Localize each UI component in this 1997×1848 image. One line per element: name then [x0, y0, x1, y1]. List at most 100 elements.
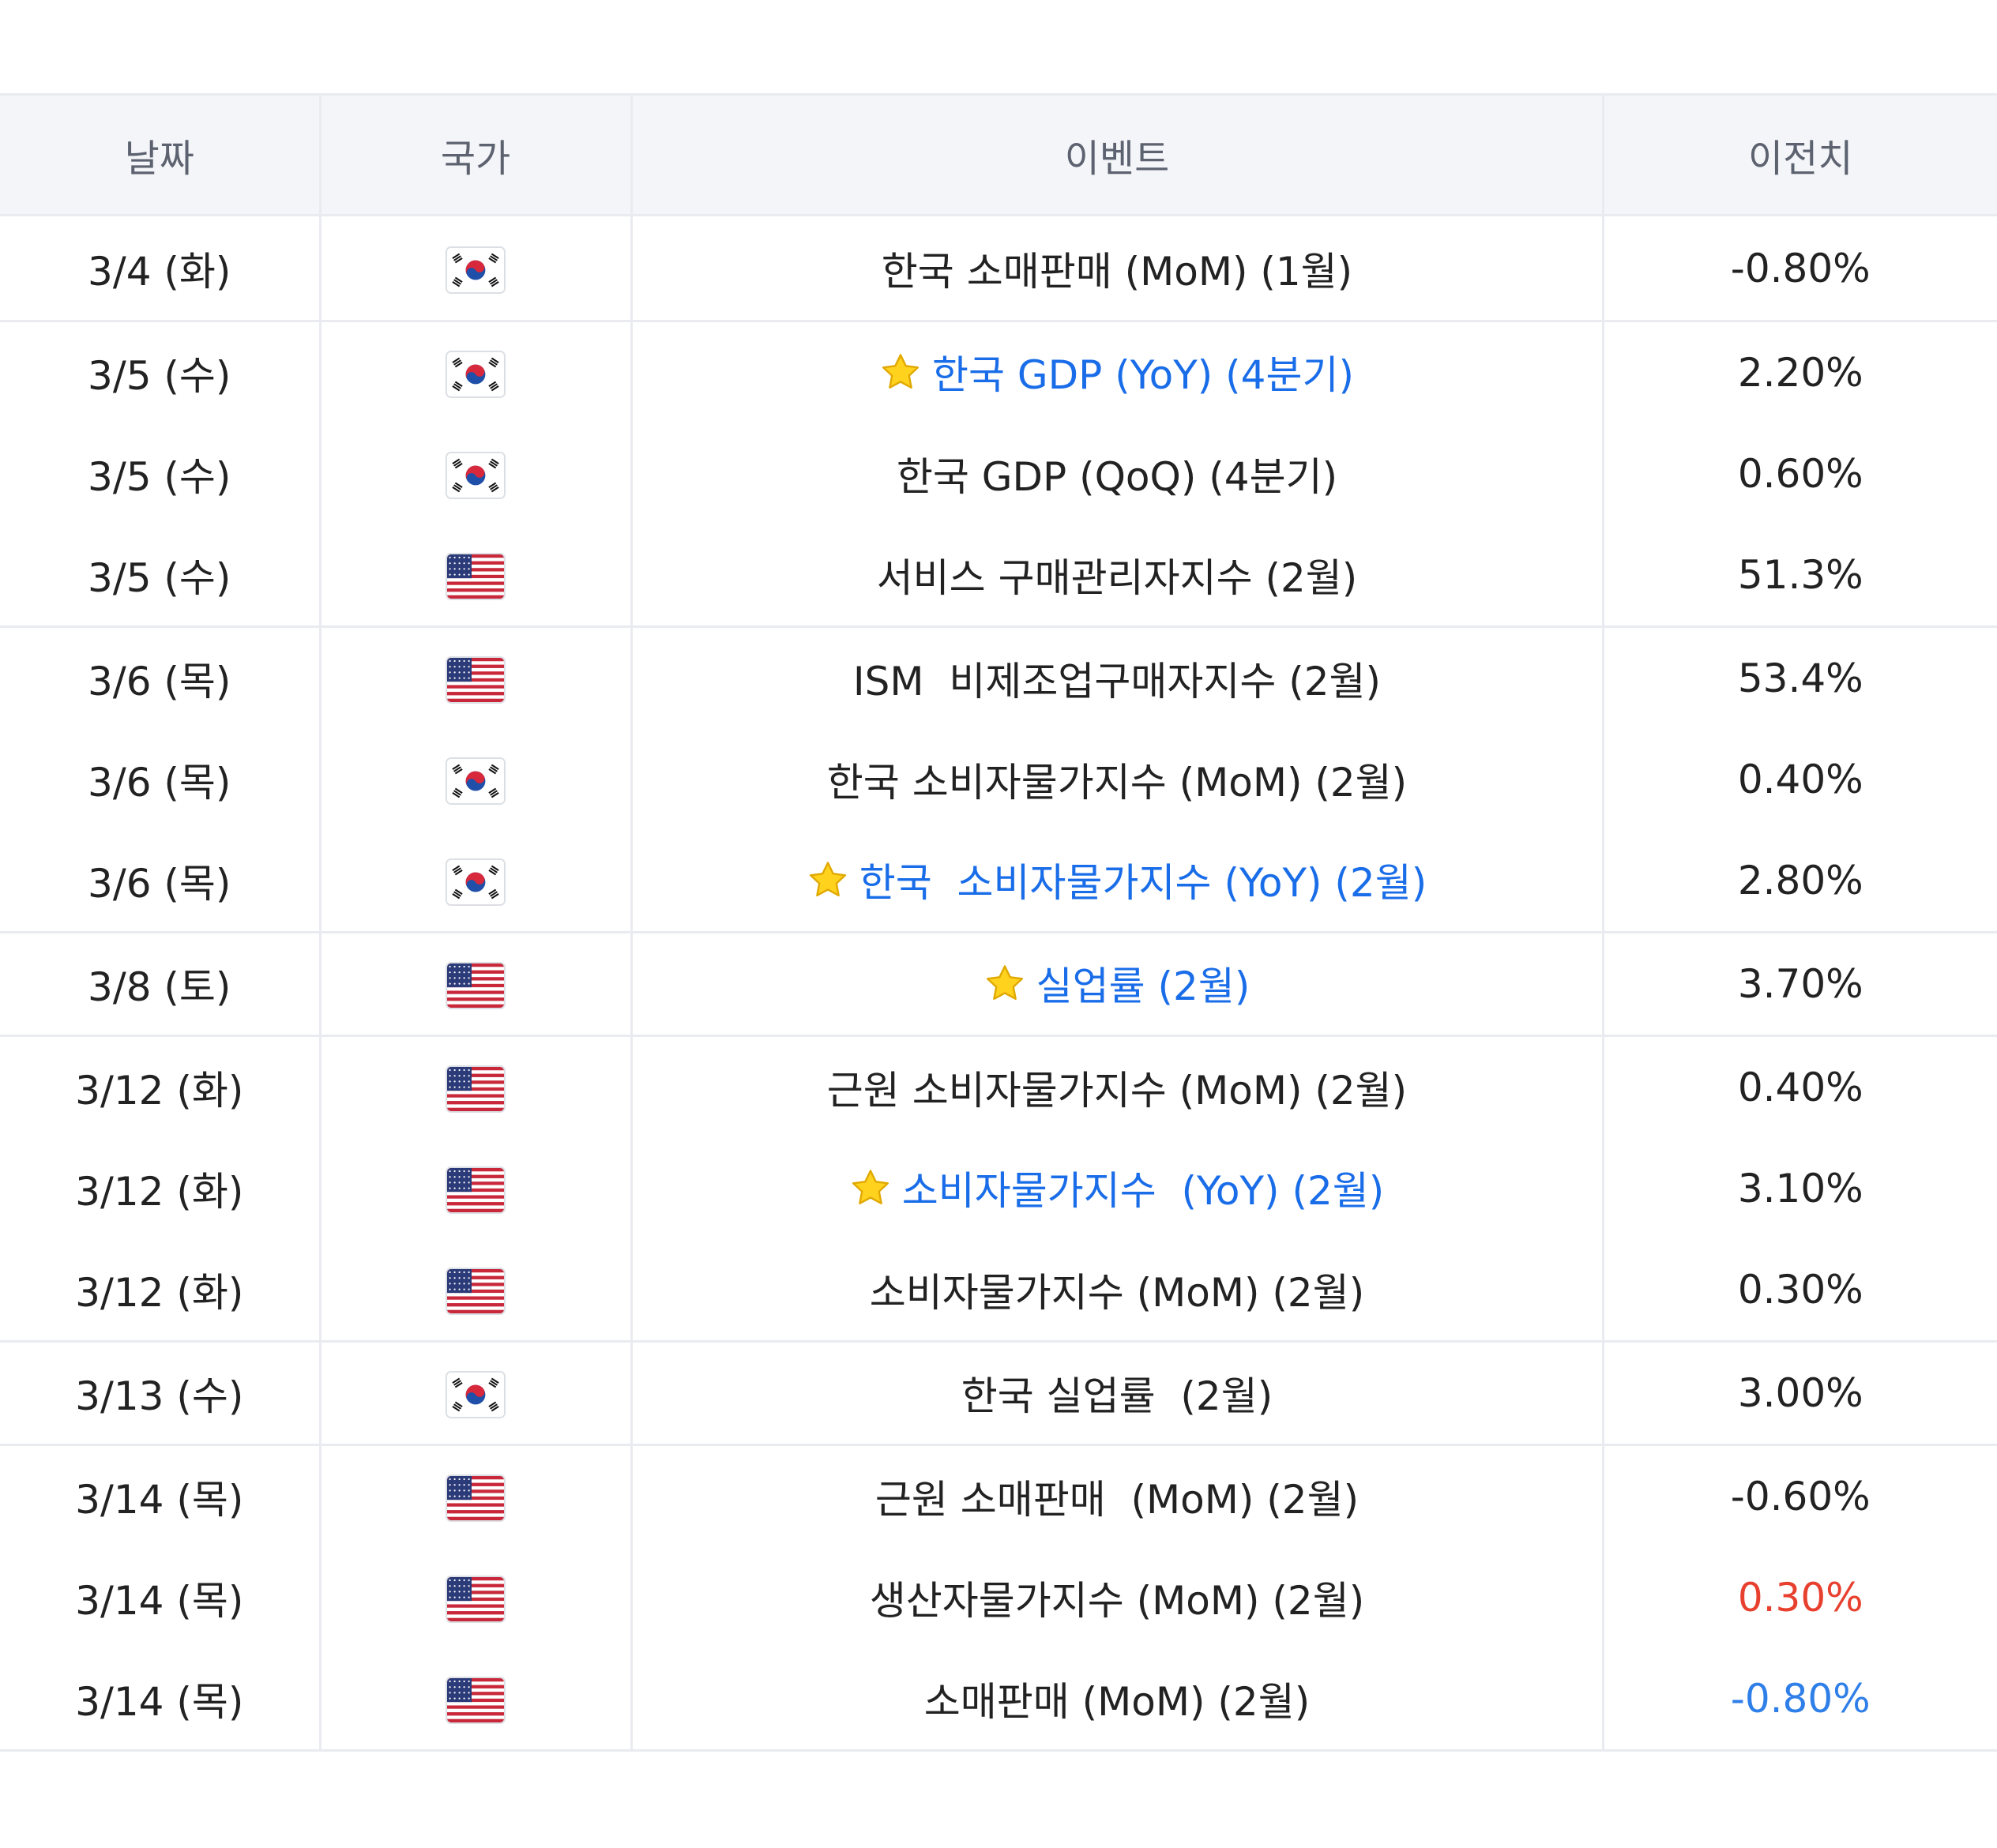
table-row: 3/14 (목) 근원 소매판매 (MoM) (2월) -0.60% — [0, 1444, 1997, 1547]
country-cell — [318, 1035, 631, 1138]
event-link[interactable]: 소비자물가지수 (YoY) (2월) — [901, 1167, 1385, 1214]
date-cell: 3/8 (토) — [0, 932, 320, 1037]
previous-value-cell: 0.60% — [1601, 423, 1997, 524]
table-row: 3/8 (토) 실업률 (2월) 3.70% — [0, 932, 1997, 1037]
table-row: 3/6 (목) 한국 소비자물가지수 (YoY) (2월) 2.80% — [0, 830, 1997, 933]
event-cell: ISM 비제조업구매자지수 (2월) — [630, 626, 1603, 729]
date-cell: 3/12 (화) — [75, 1169, 244, 1215]
event-cell: 한국 소비자물가지수 (MoM) (2월) — [630, 729, 1603, 830]
date-cell: 3/14 (목) — [75, 1578, 244, 1624]
event-cell: 근원 소매판매 (MoM) (2월) — [630, 1444, 1603, 1547]
event-name: 소비자물가지수 (MoM) (2월) — [869, 1270, 1365, 1316]
previous-value-cell: -0.60% — [1601, 1444, 1997, 1547]
table-row: 3/12 (화) 소비자물가지수 (YoY) (2월) 3.10% — [0, 1138, 1997, 1239]
event-cell: 한국 실업률 (2월) — [630, 1341, 1603, 1446]
header-country: 국가 — [318, 93, 631, 216]
previous-value-cell: 0.40% — [1601, 729, 1997, 830]
previous-value-cell: 0.30% — [1601, 1547, 1997, 1648]
table-header: 날짜 국가 이벤트 이전치 — [0, 93, 1997, 216]
table-row: 3/4 (화) 한국 소매판매 (MoM) (1월) -0.80% — [0, 215, 1997, 322]
date-cell: 3/6 (목) — [88, 760, 231, 806]
united-states-flag-icon — [447, 963, 504, 1009]
south-korea-flag-icon — [447, 453, 504, 498]
country-cell — [318, 321, 631, 423]
event-name: 소매판매 (MoM) (2월) — [923, 1679, 1311, 1725]
country-cell — [318, 932, 631, 1037]
event-cell[interactable]: 한국 소비자물가지수 (YoY) (2월) — [630, 830, 1603, 933]
date-cell: 3/4 (화) — [0, 215, 320, 322]
united-states-flag-icon — [447, 1577, 504, 1622]
country-cell — [318, 524, 631, 628]
event-link[interactable]: 한국 GDP (YoY) (4분기) — [932, 351, 1354, 398]
previous-value-cell: 3.10% — [1601, 1138, 1997, 1239]
country-cell — [318, 1444, 631, 1547]
event-name: 근원 소매판매 (MoM) (2월) — [874, 1477, 1360, 1523]
previous-value-cell: 0.30% — [1601, 1239, 1997, 1343]
header-previous: 이전치 — [1601, 93, 1997, 216]
united-states-flag-icon — [447, 1678, 504, 1723]
header-row: 날짜 국가 이벤트 이전치 — [0, 93, 1997, 216]
united-states-flag-icon — [447, 658, 504, 703]
date-cell: 3/14 (목) — [0, 1648, 320, 1752]
country-cell — [318, 626, 631, 729]
country-cell — [318, 423, 631, 524]
south-korea-flag-icon — [447, 247, 504, 292]
south-korea-flag-icon — [447, 860, 504, 905]
event-cell: 근원 소비자물가지수 (MoM) (2월) — [630, 1035, 1603, 1138]
star-icon — [807, 860, 848, 911]
table-row: 3/5 (수) 한국 GDP (QoQ) (4분기) 0.60% — [0, 423, 1997, 524]
star-icon — [984, 963, 1025, 1014]
country-cell — [318, 1239, 631, 1343]
event-cell: 서비스 구매관리자지수 (2월) — [630, 524, 1603, 628]
table-row: 3/14 (목) 생산자물가지수 (MoM) (2월) 0.30% — [0, 1547, 1997, 1648]
south-korea-flag-icon — [447, 1373, 504, 1418]
economic-calendar-table: 날짜 국가 이벤트 이전치 3/4 (화) 한국 소매판매 (MoM) (1월) -… — [0, 93, 1997, 1752]
previous-value-cell: 53.4% — [1601, 626, 1997, 729]
table-row: 3/6 (목) ISM 비제조업구매자지수 (2월) 53.4% — [0, 626, 1997, 729]
event-link[interactable]: 실업률 (2월) — [1036, 963, 1250, 1009]
table-row: 3/12 (화) 소비자물가지수 (MoM) (2월) 0.30% — [0, 1239, 1997, 1343]
previous-value-cell: -0.80% — [1601, 215, 1997, 322]
star-icon — [880, 352, 921, 403]
previous-value-cell: 2.20% — [1601, 321, 1997, 423]
date-cell: 3/6 (목) — [88, 659, 231, 704]
date-cell: 3/13 (수) — [0, 1341, 320, 1446]
united-states-flag-icon — [447, 554, 504, 599]
previous-value-cell: 3.70% — [1601, 932, 1997, 1037]
date-cell: 3/14 (목) — [75, 1477, 244, 1523]
date-cell: 3/6 (목) — [0, 830, 320, 933]
event-name: 근원 소비자물가지수 (MoM) (2월) — [826, 1068, 1408, 1114]
previous-value-cell: 3.00% — [1601, 1341, 1997, 1446]
event-cell: 한국 GDP (QoQ) (4분기) — [630, 423, 1603, 524]
table-row: 3/14 (목) 소매판매 (MoM) (2월) -0.80% — [0, 1648, 1997, 1752]
date-cell: 3/5 (수) — [0, 524, 320, 628]
country-cell — [318, 215, 631, 322]
previous-value-cell: -0.80% — [1601, 1648, 1997, 1752]
header-event: 이벤트 — [630, 93, 1603, 216]
country-cell — [318, 729, 631, 830]
event-cell[interactable]: 실업률 (2월) — [630, 932, 1603, 1037]
country-cell — [318, 830, 631, 933]
event-name: 생산자물가지수 (MoM) (2월) — [869, 1578, 1365, 1624]
united-states-flag-icon — [447, 1269, 504, 1314]
event-cell[interactable]: 소비자물가지수 (YoY) (2월) — [630, 1138, 1603, 1239]
previous-value-cell: 2.80% — [1601, 830, 1997, 933]
country-cell — [318, 1138, 631, 1239]
date-cell: 3/12 (화) — [0, 1239, 320, 1343]
country-cell — [318, 1547, 631, 1648]
header-date: 날짜 — [0, 93, 320, 216]
event-cell[interactable]: 한국 GDP (YoY) (4분기) — [630, 321, 1603, 423]
country-cell — [318, 1648, 631, 1752]
date-cell: 3/5 (수) — [88, 353, 231, 399]
event-name: 한국 소비자물가지수 (MoM) (2월) — [826, 760, 1408, 806]
event-name: 한국 GDP (QoQ) (4분기) — [896, 454, 1338, 500]
country-cell — [318, 1341, 631, 1446]
united-states-flag-icon — [447, 1067, 504, 1112]
date-cell: 3/5 (수) — [88, 454, 231, 500]
table-body: 3/4 (화) 한국 소매판매 (MoM) (1월) -0.80% 3/5 (수) 한국… — [0, 215, 1997, 1752]
united-states-flag-icon — [447, 1168, 504, 1213]
economic-calendar: 날짜 국가 이벤트 이전치 3/4 (화) 한국 소매판매 (MoM) (1월) -… — [0, 93, 1997, 1752]
event-name: 한국 실업률 (2월) — [961, 1373, 1273, 1419]
event-link[interactable]: 한국 소비자물가지수 (YoY) (2월) — [859, 859, 1427, 906]
table-row: 3/12 (화) 근원 소비자물가지수 (MoM) (2월) 0.40% — [0, 1035, 1997, 1138]
